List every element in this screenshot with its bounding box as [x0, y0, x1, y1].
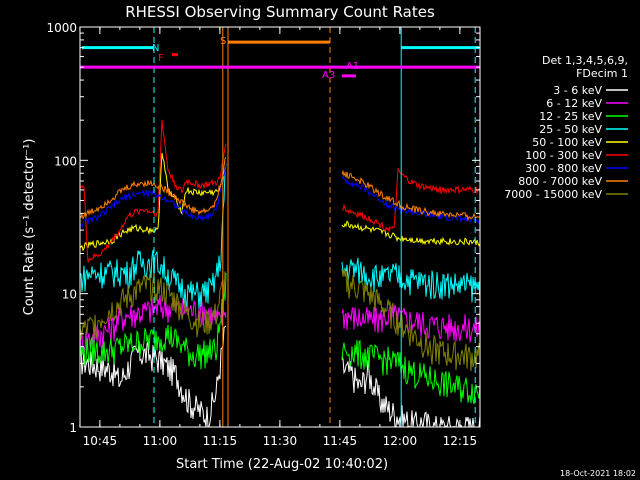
x-axis-label: Start Time (22-Aug-02 10:40:02)	[176, 457, 388, 472]
flag-bars-group: NF S A1 A3	[80, 36, 480, 81]
legend-label: 25 - 50 keV	[539, 123, 602, 136]
legend-label: 800 - 7000 keV	[518, 175, 602, 188]
flag-label-a3: A3	[322, 70, 335, 81]
y-tick-label: 10	[62, 288, 77, 302]
series-line-3-6-a	[79, 325, 227, 428]
axes-group: 1 10 100 1000 10:45 11:00 11:15 11:30 11:45 12:00…	[46, 21, 481, 448]
timestamp: 18-Oct-2021 18:02	[560, 469, 636, 478]
flag-label-f: F	[158, 53, 164, 64]
y-tick-label: 1000	[46, 21, 77, 35]
x-tick-label: 12:00	[383, 434, 418, 448]
series-line-800-7000-a	[79, 156, 227, 220]
flag-label-n: N	[152, 43, 159, 54]
legend-label: 6 - 12 keV	[546, 97, 602, 110]
x-tick-label: 11:45	[323, 434, 358, 448]
series-line-7000-15000-b	[341, 268, 481, 372]
legend-label: 3 - 6 keV	[553, 84, 602, 97]
series-line-100-300-b	[341, 167, 481, 233]
series-line-50-100-a	[79, 152, 227, 252]
y-tick-label: 1	[69, 421, 77, 435]
series-line-300-800-b	[341, 175, 481, 225]
y-axis-label: Count Rate (s⁻¹ detector⁻¹)	[22, 139, 37, 316]
series-line-100-300-a	[79, 119, 227, 263]
x-tick-label: 12:15	[443, 434, 478, 448]
series-line-7000-15000-a	[79, 271, 227, 340]
series-line-50-100-b	[341, 220, 481, 247]
series-line-12-25-a	[79, 273, 227, 370]
x-tick-label: 11:30	[263, 434, 298, 448]
series-line-25-50-a	[79, 163, 227, 309]
series-line-800-7000-b	[341, 169, 480, 222]
x-tick-label: 11:15	[203, 434, 238, 448]
x-tick-label: 11:00	[143, 434, 178, 448]
chart-title: RHESSI Observing Summary Count Rates	[125, 3, 435, 21]
series-line-300-800-a	[79, 161, 227, 229]
y-tick-label: 100	[54, 154, 77, 168]
legend-label: 7000 - 15000 keV	[504, 188, 602, 201]
legend-label: 300 - 800 keV	[525, 162, 602, 175]
x-tick-label: 10:45	[83, 434, 118, 448]
flag-label-s: S	[220, 36, 226, 47]
legend-label: 50 - 100 keV	[532, 136, 602, 149]
flag-label-a1: A1	[346, 61, 359, 72]
legend-header-line: FDecim 1	[576, 67, 628, 80]
legend-label: 100 - 300 keV	[525, 149, 602, 162]
data-series-group	[79, 119, 481, 428]
legend-label: 12 - 25 keV	[539, 110, 602, 123]
series-line-12-25-b	[341, 339, 481, 405]
legend-header-line: Det 1,3,4,5,6,9,	[542, 54, 628, 67]
series-line-6-12-b	[341, 303, 481, 343]
